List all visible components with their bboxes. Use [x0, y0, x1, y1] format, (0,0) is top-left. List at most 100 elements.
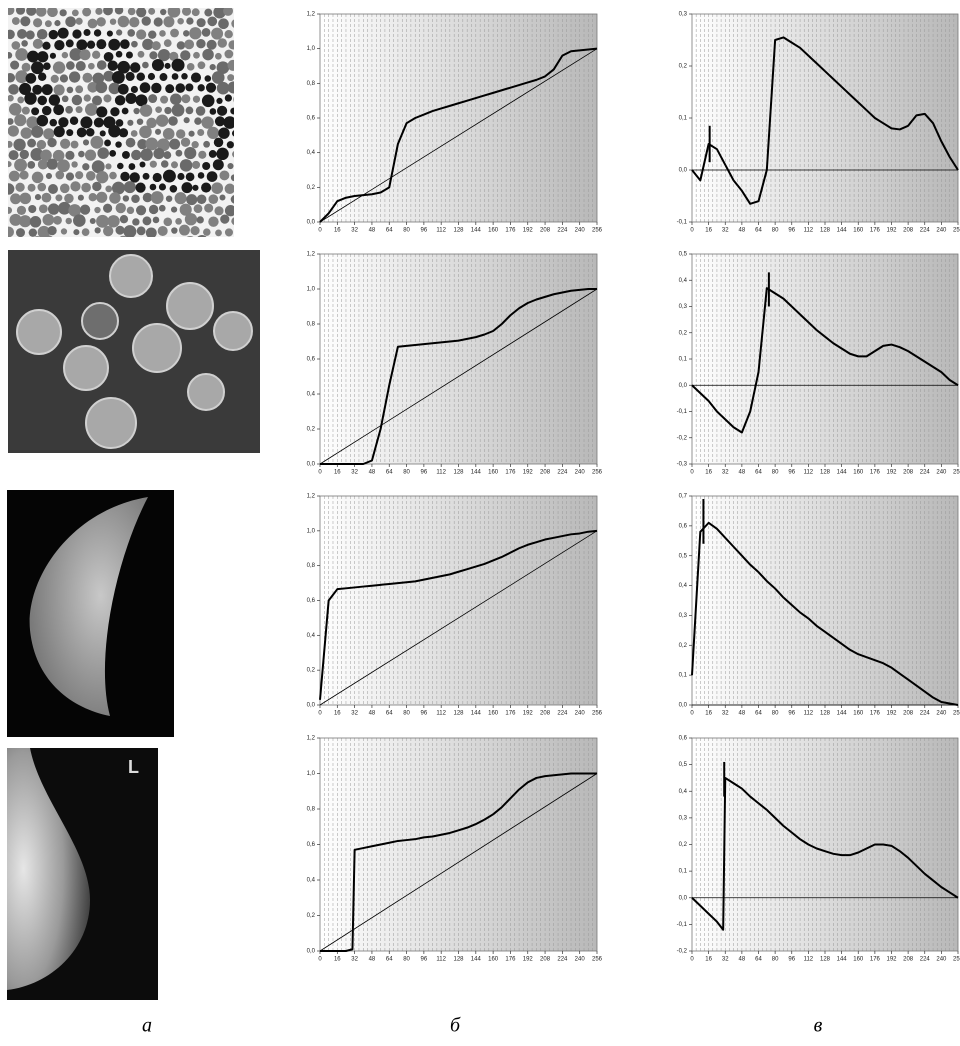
x-tick-label: 48	[739, 711, 746, 717]
plate-dot	[53, 104, 64, 115]
x-tick-label: 48	[739, 957, 746, 963]
y-tick-label: 0,7	[679, 494, 688, 500]
plate-dot	[210, 108, 217, 115]
plate-dot	[120, 172, 129, 181]
plate-dot	[48, 203, 59, 214]
plate-dot	[38, 159, 48, 169]
plate-dot	[138, 51, 145, 58]
plate-dot	[32, 236, 43, 247]
x-tick-label: 144	[471, 711, 482, 717]
plate-dot	[175, 83, 185, 93]
plate-dot	[37, 183, 46, 192]
plate-dot	[142, 16, 151, 25]
x-tick-label: 192	[523, 957, 534, 963]
x-tick-label: 176	[870, 470, 881, 476]
plate-dot	[13, 139, 25, 151]
plate-dot	[186, 194, 197, 205]
plate-dot	[95, 8, 102, 15]
plate-dot	[72, 9, 79, 16]
plate-dot	[166, 195, 172, 201]
plate-dot	[76, 106, 83, 113]
x-tick-label: 96	[421, 711, 428, 717]
x-tick-label: 176	[505, 711, 516, 717]
plate-dot	[10, 237, 20, 247]
x-tick-label: 32	[351, 228, 358, 234]
y-tick-label: -0,1	[677, 922, 688, 928]
plate-dot	[177, 173, 184, 180]
plate-dot	[197, 194, 207, 204]
x-tick-label: 160	[853, 470, 864, 476]
plate-dot	[164, 39, 172, 47]
plate-dot	[37, 115, 49, 127]
plate-dot	[92, 182, 101, 191]
x-tick-label: 32	[722, 957, 729, 963]
plate-dot	[219, 195, 225, 201]
plate-dot	[183, 30, 189, 36]
y-tick-label: 0,4	[307, 150, 316, 156]
x-tick-label: 96	[788, 957, 795, 963]
plate-dot	[9, 103, 22, 116]
plate-dot	[137, 226, 146, 235]
plate-dot	[22, 107, 30, 115]
x-tick-label: 0	[690, 957, 694, 963]
plate-dot	[33, 39, 43, 49]
x-tick-label: 160	[853, 957, 864, 963]
plate-dot	[236, 181, 246, 191]
plate-dot	[55, 171, 64, 180]
plate-dot	[20, 150, 29, 159]
plate-dot	[213, 159, 224, 170]
plate-dot	[159, 205, 166, 212]
x-tick-label: 208	[903, 228, 914, 234]
plate-dot	[204, 204, 213, 213]
plate-dot	[110, 107, 119, 116]
plate-dot	[21, 127, 32, 138]
plate-dot	[218, 127, 229, 138]
x-tick-label: 144	[837, 711, 848, 717]
plate-dot	[232, 130, 239, 137]
x-tick-label: 128	[453, 228, 464, 234]
x-tick-label: 144	[837, 957, 848, 963]
x-tick-label: 32	[722, 470, 729, 476]
plate-dot	[26, 30, 35, 39]
plate-dot	[49, 30, 59, 40]
plate-dot	[142, 216, 151, 225]
plate-dot	[228, 40, 237, 49]
plate-dot	[224, 30, 232, 38]
plate-dot	[225, 94, 232, 101]
x-tick-label: 48	[739, 228, 746, 234]
plate-dot	[47, 226, 56, 235]
plate-dot	[190, 226, 199, 235]
plate-dot	[117, 163, 124, 170]
plate-dot	[5, 6, 14, 15]
y-tick-label: 0,1	[679, 357, 688, 363]
plate-dot	[53, 61, 65, 73]
x-tick-label: 112	[436, 470, 446, 476]
x-tick-label: 128	[820, 470, 831, 476]
plate-dot	[217, 106, 227, 116]
plate-dot	[168, 116, 178, 126]
x-tick-label: 256	[592, 470, 603, 476]
plate-dot	[42, 84, 53, 95]
plate-dot	[14, 114, 26, 126]
plate-dot	[225, 184, 235, 194]
x-tick-label: 64	[386, 470, 393, 476]
plate-dot	[132, 218, 139, 225]
plate-dot	[6, 161, 12, 167]
plate-dot	[50, 53, 56, 59]
y-tick-label: 0,2	[679, 330, 688, 336]
plate-dot	[151, 83, 161, 93]
plate-dot	[172, 104, 185, 117]
x-tick-label: 48	[369, 470, 376, 476]
plate-dot	[43, 128, 54, 139]
x-tick-label: 128	[453, 470, 464, 476]
x-tick-label: 208	[903, 470, 914, 476]
x-tick-label: 208	[540, 711, 551, 717]
plate-dot	[231, 217, 239, 225]
plate-dot	[42, 193, 52, 203]
plate-dot	[208, 217, 218, 227]
plate-dot	[207, 17, 217, 27]
plate-dot	[54, 84, 65, 95]
plate-dot	[96, 39, 106, 49]
plate-dot	[180, 159, 193, 172]
x-tick-label: 16	[334, 228, 341, 234]
